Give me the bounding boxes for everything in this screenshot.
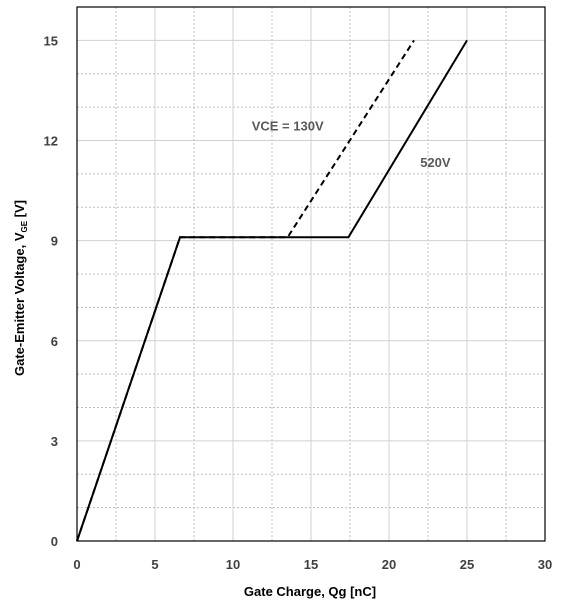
y-tick-label: 12 — [44, 134, 58, 149]
y-tick-label: 6 — [51, 334, 58, 349]
plot-frame — [76, 6, 546, 542]
y-tick-label: 3 — [51, 434, 58, 449]
x-tick-label: 10 — [226, 557, 240, 572]
grid — [76, 7, 546, 542]
x-axis-title: Gate Charge, Qg [nC] — [244, 584, 376, 599]
x-tick-label: 5 — [151, 557, 158, 572]
plot-traces — [76, 39, 468, 542]
x-tick-label: 0 — [73, 557, 80, 572]
x-tick-label: 20 — [382, 557, 396, 572]
x-tick-label: 15 — [304, 557, 318, 572]
x-tick-label: 30 — [538, 557, 552, 572]
y-tick-label: 15 — [44, 33, 58, 48]
y-axis-title: Gate-Emitter Voltage, VGE [V] — [12, 200, 29, 376]
annotations: VCE = 130V 520V — [252, 118, 451, 170]
y-axis-title-unit: [V] — [12, 200, 27, 221]
series-line-vce-130v — [76, 39, 415, 542]
series-line-520v — [76, 39, 468, 542]
y-tick-label: 9 — [51, 234, 58, 249]
y-tick-label: 0 — [51, 534, 58, 549]
tick-labels: 0 5 10 15 20 25 30 0 3 6 9 12 15 — [44, 33, 553, 572]
series-annotation: VCE = 130V — [252, 118, 324, 133]
y-axis-title-sub: GE — [20, 220, 29, 232]
series-annotation: 520V — [420, 155, 451, 170]
y-axis-title-main: Gate-Emitter Voltage, V — [12, 232, 27, 376]
x-tick-label: 25 — [460, 557, 474, 572]
